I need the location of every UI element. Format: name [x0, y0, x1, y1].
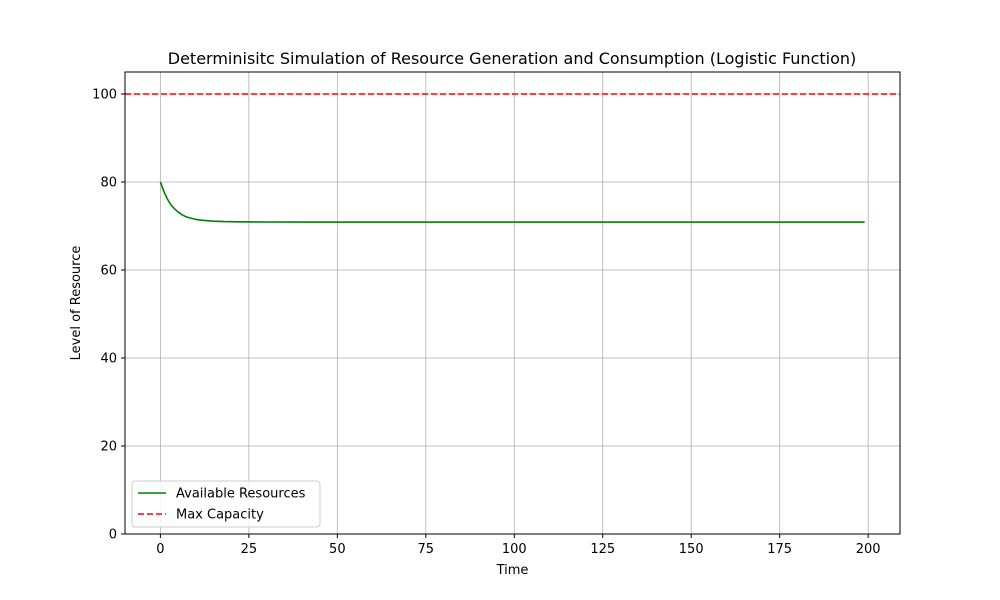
y-tick-label: 0	[109, 528, 117, 543]
y-axis-label: Level of Resource	[69, 246, 84, 361]
x-tick-label: 125	[590, 542, 615, 557]
y-tick-label: 60	[100, 264, 117, 279]
plot-series	[125, 93, 900, 223]
x-tick-label: 175	[767, 542, 792, 557]
x-tick-label: 75	[418, 542, 435, 557]
x-axis-label: Time	[496, 563, 529, 578]
axis-ticks: 0 25 50 75 100 125 150 175 200 0 20 40 60 80 100	[92, 88, 880, 558]
grid	[125, 72, 900, 535]
x-tick-label: 100	[502, 542, 527, 557]
x-tick-label: 0	[156, 542, 164, 557]
legend: Available Resources Max Capacity	[131, 480, 321, 528]
y-tick-label: 40	[100, 352, 117, 367]
x-tick-label: 200	[856, 542, 881, 557]
chart-title: Determinisitc Simulation of Resource Gen…	[168, 49, 857, 68]
x-tick-label: 25	[241, 542, 258, 557]
legend-label: Max Capacity	[176, 508, 264, 523]
legend-box	[131, 480, 321, 528]
plot-area-frame	[124, 71, 901, 535]
y-tick-label: 80	[100, 176, 117, 191]
series-line-available-resources	[159, 181, 865, 223]
y-tick-label: 100	[92, 88, 117, 103]
y-tick-label: 20	[100, 440, 117, 455]
x-tick-label: 150	[679, 542, 704, 557]
legend-label: Available Resources	[176, 487, 306, 502]
x-tick-label: 50	[329, 542, 346, 557]
